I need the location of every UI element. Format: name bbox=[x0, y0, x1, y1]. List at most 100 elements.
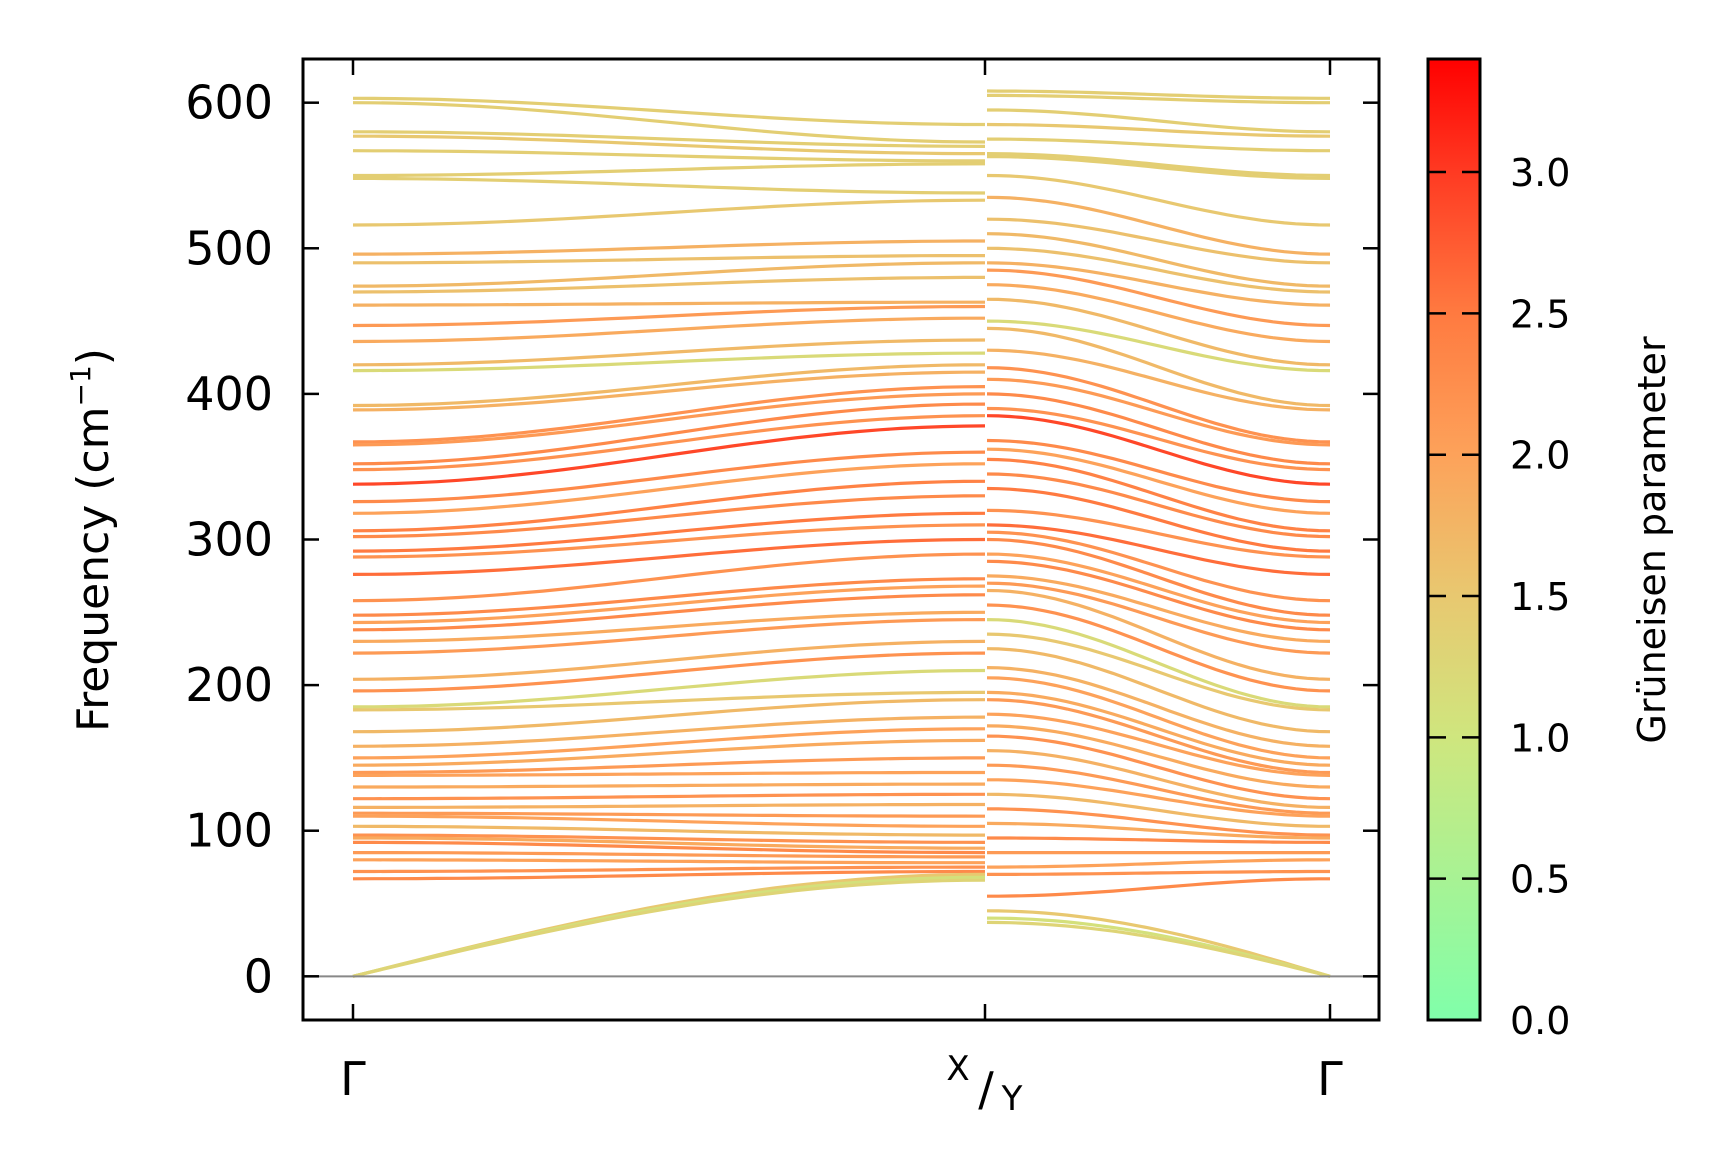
band-segment-gamma-x bbox=[352, 639, 986, 681]
colorbar: 0.0 0.5 1.0 1.5 2.0 2.5 3.0 Grüneisen paramete… bbox=[1426, 57, 1674, 1043]
band-segment-y-gamma bbox=[986, 326, 1331, 408]
band-segment-y-gamma bbox=[986, 486, 1331, 553]
band-segment-y-gamma bbox=[986, 392, 1331, 466]
colorbar-tick-label: 2.5 bbox=[1510, 292, 1570, 336]
band-segment-gamma-x bbox=[353, 833, 986, 844]
band-segment-y-gamma bbox=[986, 574, 1331, 643]
band-segment-y-gamma bbox=[986, 734, 1331, 801]
band-segment-y-gamma bbox=[986, 530, 1331, 603]
x-tick-label-gamma-start: Γ bbox=[340, 1052, 366, 1106]
band-segment-y-gamma bbox=[986, 414, 1331, 486]
band-segment-y-gamma bbox=[986, 916, 1331, 978]
colorbar-label: Grüneisen parameter bbox=[1630, 336, 1674, 744]
band-segment-y-gamma bbox=[986, 508, 1331, 559]
band-segment-gamma-x bbox=[352, 824, 985, 837]
band-segment-gamma-x bbox=[353, 176, 986, 195]
band-segment-y-gamma bbox=[986, 447, 1331, 515]
band-segment-y-gamma bbox=[986, 792, 1330, 828]
band-segment-y-gamma bbox=[987, 869, 1330, 876]
band-segment-y-gamma bbox=[986, 297, 1331, 367]
x-axis bbox=[351, 59, 1332, 1020]
band-segment-gamma-x bbox=[353, 851, 985, 859]
band-segment-gamma-x bbox=[352, 537, 986, 576]
band-segment-gamma-x bbox=[352, 149, 985, 163]
band-segment-gamma-x bbox=[352, 577, 986, 617]
band-segment-gamma-x bbox=[352, 96, 985, 127]
band-segment-y-gamma bbox=[986, 690, 1331, 767]
band-segment-gamma-x bbox=[352, 872, 986, 978]
band-segment-gamma-x bbox=[352, 462, 986, 515]
band-segment-gamma-x bbox=[353, 130, 986, 148]
band-segment-gamma-x bbox=[352, 523, 986, 559]
band-segment-y-gamma bbox=[987, 93, 1330, 105]
band-segment-y-gamma bbox=[986, 618, 1331, 709]
colorbar-tick-label: 0.5 bbox=[1510, 858, 1570, 902]
band-segment-y-gamma bbox=[986, 457, 1331, 533]
band-segment-y-gamma bbox=[987, 858, 1331, 869]
band-segment-y-gamma bbox=[986, 537, 1331, 617]
band-segment-y-gamma bbox=[987, 155, 1331, 180]
band-segment-gamma-x bbox=[352, 392, 986, 447]
band-segment-y-gamma bbox=[986, 647, 1331, 734]
band-segment-y-gamma bbox=[986, 724, 1331, 789]
band-segment-gamma-x bbox=[353, 792, 985, 801]
band-segment-y-gamma bbox=[986, 523, 1331, 576]
band-segment-gamma-x bbox=[353, 836, 985, 850]
band-segment-gamma-x bbox=[353, 239, 985, 256]
x-tick-label-gamma-end: Γ bbox=[1317, 1052, 1343, 1106]
band-segment-gamma-x bbox=[352, 338, 986, 367]
band-segment-gamma-x bbox=[352, 727, 986, 760]
band-segment-y-gamma bbox=[986, 366, 1331, 444]
band-segment-gamma-x bbox=[352, 584, 986, 625]
band-segment-gamma-x bbox=[353, 782, 985, 789]
y-tick-label: 0 bbox=[244, 949, 273, 1003]
band-segment-y-gamma bbox=[986, 603, 1331, 693]
band-segment-y-gamma bbox=[986, 268, 1331, 328]
band-segment-y-gamma bbox=[986, 632, 1331, 712]
band-segment-gamma-x bbox=[352, 690, 985, 712]
band-segment-y-gamma bbox=[987, 877, 1330, 898]
band-segment-gamma-x bbox=[353, 300, 985, 307]
band-segment-gamma-x bbox=[352, 593, 986, 632]
band-segment-y-gamma bbox=[986, 749, 1331, 809]
band-segment-gamma-x bbox=[353, 261, 986, 288]
band-segment-y-gamma bbox=[986, 195, 1331, 256]
band-segment-y-gamma bbox=[986, 821, 1330, 840]
band-segment-gamma-x bbox=[352, 651, 986, 693]
colorbar-tick-label: 1.5 bbox=[1510, 575, 1570, 619]
band-segment-gamma-x bbox=[352, 275, 985, 294]
band-segment-y-gamma bbox=[986, 581, 1331, 655]
colorbar-gradient bbox=[1426, 57, 1482, 1022]
band-segment-gamma-x bbox=[353, 162, 986, 178]
band-segment-gamma-x bbox=[352, 494, 986, 539]
band-segment-y-gamma bbox=[986, 472, 1331, 539]
band-segment-gamma-x bbox=[352, 351, 986, 373]
band-segment-gamma-x bbox=[352, 756, 985, 775]
x-tick-label-y: Y bbox=[1001, 1079, 1023, 1119]
band-segment-gamma-x bbox=[353, 134, 985, 156]
y-tick-label: 100 bbox=[185, 804, 273, 858]
band-segment-gamma-x bbox=[353, 254, 985, 265]
band-segment-gamma-x bbox=[352, 715, 986, 748]
band-segment-gamma-x bbox=[352, 552, 986, 603]
band-segment-y-gamma bbox=[986, 173, 1331, 227]
band-segment-gamma-x bbox=[352, 698, 986, 734]
band-segment-gamma-x bbox=[353, 814, 985, 828]
x-tick-labels: Γ X / Y Γ bbox=[340, 1049, 1343, 1119]
band-segment-y-gamma bbox=[987, 836, 1331, 844]
band-segment-y-gamma bbox=[986, 712, 1331, 777]
band-segment-y-gamma bbox=[986, 283, 1331, 344]
band-segment-y-gamma bbox=[987, 137, 1330, 153]
band-segment-gamma-x bbox=[352, 385, 986, 444]
band-segment-gamma-x bbox=[352, 370, 986, 412]
band-segment-y-gamma bbox=[987, 778, 1331, 818]
band-segment-y-gamma bbox=[986, 246, 1331, 294]
band-segment-y-gamma bbox=[986, 217, 1331, 265]
band-segment-gamma-x bbox=[352, 304, 986, 328]
y-tick-label: 500 bbox=[185, 221, 273, 275]
band-segment-gamma-x bbox=[352, 402, 986, 466]
band-segment-y-gamma bbox=[986, 920, 1331, 978]
band-segment-gamma-x bbox=[353, 858, 985, 865]
colorbar-tick-label: 1.0 bbox=[1510, 716, 1570, 760]
